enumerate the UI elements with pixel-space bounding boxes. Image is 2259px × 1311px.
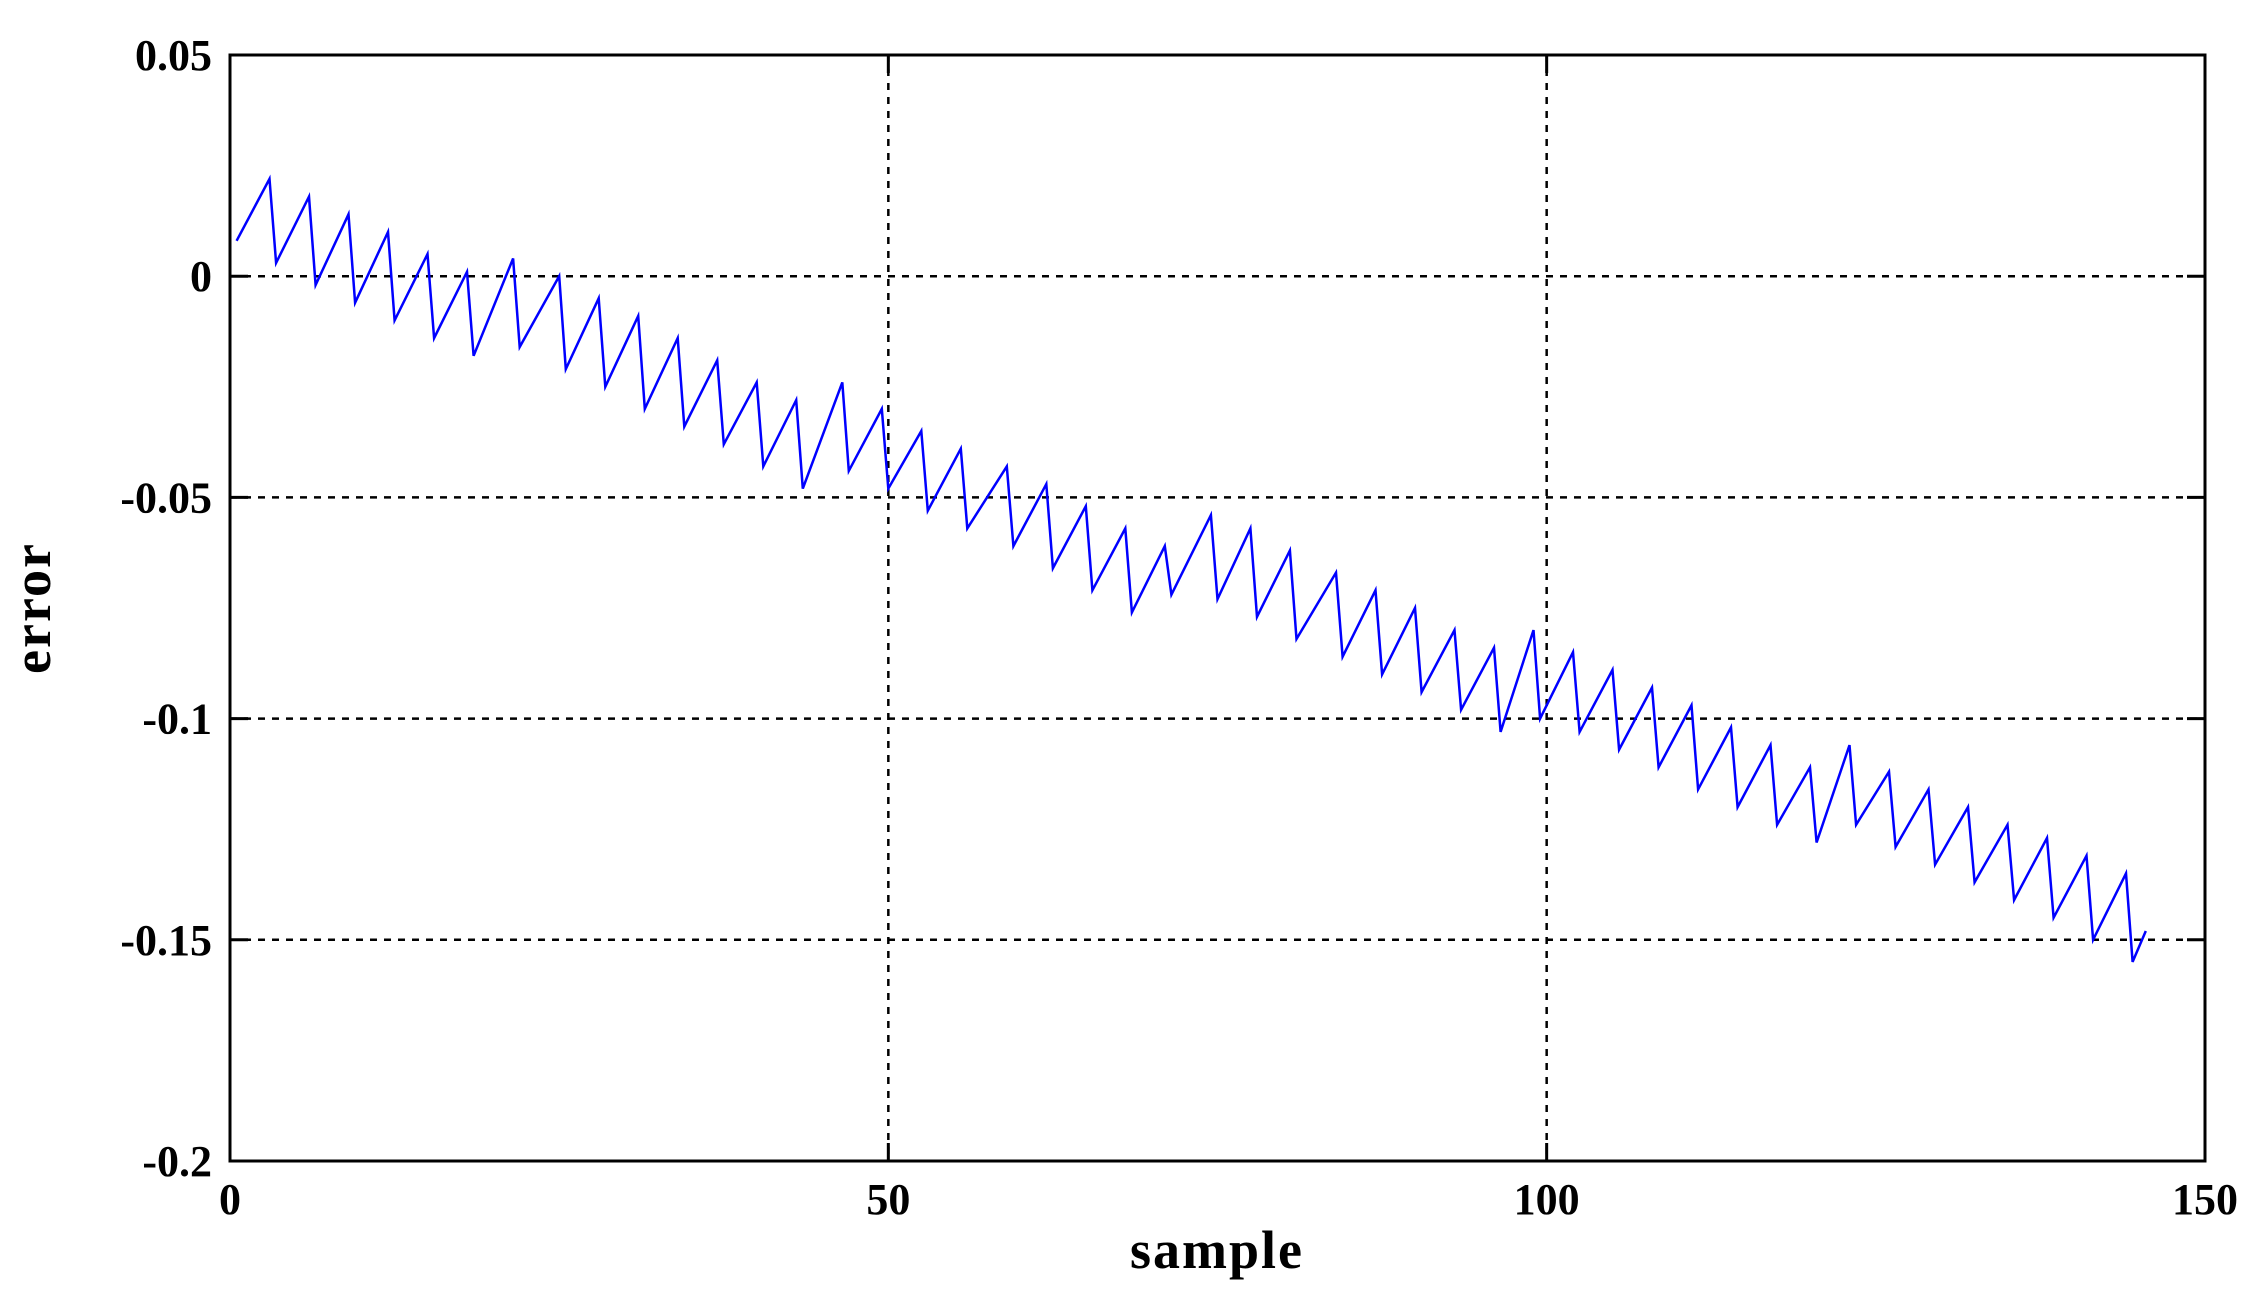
- y-tick-label: -0.05: [120, 473, 212, 522]
- y-tick-label: 0.05: [135, 31, 212, 80]
- y-axis-title: error: [2, 542, 62, 674]
- x-tick-label: 150: [2172, 1175, 2238, 1224]
- series-line: [235, 174, 2147, 963]
- grid: [230, 55, 2205, 1161]
- y-tick-label: 0: [190, 252, 212, 301]
- y-tick-label: -0.2: [142, 1137, 212, 1186]
- series-layer: [235, 174, 2147, 963]
- x-axis-title: sample: [1130, 1220, 1304, 1280]
- plot-frame: [228, 53, 2207, 1163]
- x-tick-label: 50: [866, 1175, 910, 1224]
- plot-background: [230, 55, 2205, 1161]
- y-tick-label: -0.15: [120, 916, 212, 965]
- x-tick-label: 100: [1514, 1175, 1580, 1224]
- x-tick-label: 0: [219, 1175, 241, 1224]
- ticks: 0 50 100 150 0.05 0 -0.05 -0.1 -0.15 -0.2: [120, 31, 2238, 1224]
- y-tick-label: -0.1: [142, 695, 212, 744]
